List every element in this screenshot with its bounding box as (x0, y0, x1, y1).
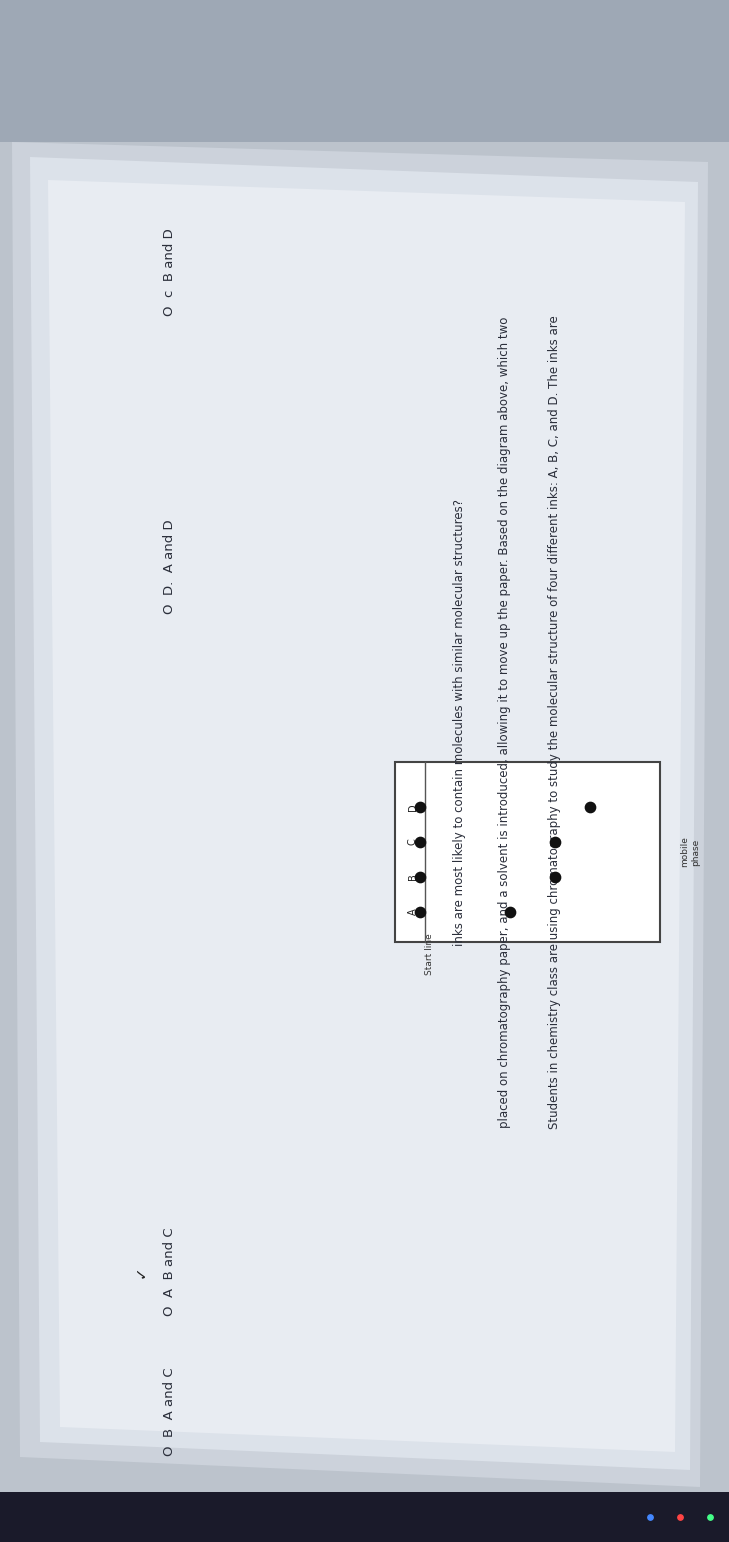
Text: A: A (408, 908, 418, 916)
Point (504, 899, 516, 924)
Bar (0, 0, 729, 142)
Point (674, 1505, 686, 1530)
Bar (0, 1493, 729, 1542)
Point (414, 830, 426, 854)
Text: Students in chemistry class are using chromatography to study the molecular stru: Students in chemistry class are using ch… (548, 315, 561, 1129)
Text: O  c  B and D: O c B and D (163, 228, 176, 316)
Bar (395, 762, 660, 942)
Text: C: C (408, 839, 418, 845)
Point (584, 794, 596, 819)
Point (549, 830, 561, 854)
Text: O  B  A and C: O B A and C (163, 1368, 176, 1456)
Text: Start line: Start line (425, 933, 434, 975)
Point (644, 1505, 656, 1530)
Text: placed on chromatography paper, and a solvent is introduced, allowing it to move: placed on chromatography paper, and a so… (499, 316, 512, 1127)
Point (549, 865, 561, 890)
Polygon shape (30, 157, 698, 1470)
Text: inks are most likely to contain molecules with similar molecular structures?: inks are most likely to contain molecule… (453, 498, 467, 945)
Polygon shape (48, 180, 685, 1453)
Point (414, 865, 426, 890)
Point (414, 794, 426, 819)
Text: mobile
phase: mobile phase (680, 837, 700, 868)
Text: B: B (408, 874, 418, 880)
Text: O  A  B and C: O A B and C (163, 1227, 176, 1317)
Text: ✓: ✓ (133, 1266, 147, 1278)
Text: D: D (408, 803, 418, 811)
Point (414, 899, 426, 924)
Point (704, 1505, 716, 1530)
Polygon shape (12, 142, 708, 1486)
Text: O  D.  A and D: O D. A and D (163, 520, 176, 614)
